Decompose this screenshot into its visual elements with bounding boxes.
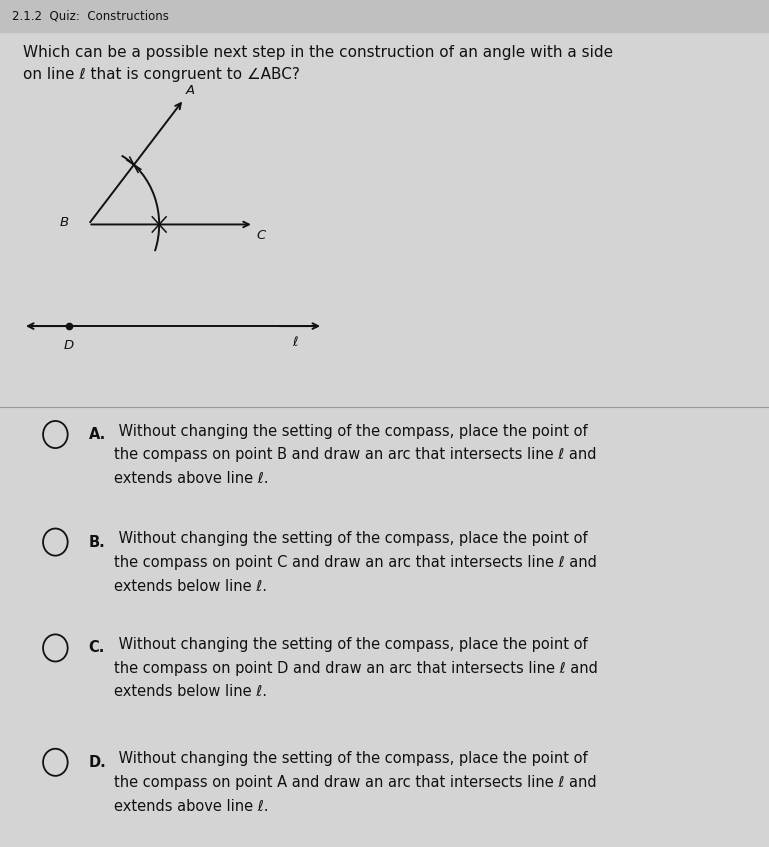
Text: the compass on point D and draw an arc that intersects line ℓ and: the compass on point D and draw an arc t… xyxy=(114,661,598,676)
Text: extends below line ℓ.: extends below line ℓ. xyxy=(114,684,267,700)
Text: on line ℓ that is congruent to ∠ABC?: on line ℓ that is congruent to ∠ABC? xyxy=(23,67,300,82)
Text: ℓ: ℓ xyxy=(292,336,298,349)
Text: Without changing the setting of the compass, place the point of: Without changing the setting of the comp… xyxy=(114,531,588,546)
Text: C: C xyxy=(256,229,265,241)
Text: Which can be a possible next step in the construction of an angle with a side: Which can be a possible next step in the… xyxy=(23,45,613,60)
Text: extends above line ℓ.: extends above line ℓ. xyxy=(114,799,268,814)
Text: the compass on point C and draw an arc that intersects line ℓ and: the compass on point C and draw an arc t… xyxy=(114,555,597,570)
Text: A: A xyxy=(186,84,195,97)
Bar xyxy=(0,0,769,32)
Text: B: B xyxy=(60,216,69,230)
Text: A.: A. xyxy=(88,427,105,442)
Text: extends below line ℓ.: extends below line ℓ. xyxy=(114,579,267,594)
Text: the compass on point B and draw an arc that intersects line ℓ and: the compass on point B and draw an arc t… xyxy=(114,447,596,462)
Text: 2.1.2  Quiz:  Constructions: 2.1.2 Quiz: Constructions xyxy=(12,9,168,23)
Text: Without changing the setting of the compass, place the point of: Without changing the setting of the comp… xyxy=(114,424,588,439)
Text: D.: D. xyxy=(88,755,106,770)
Text: Without changing the setting of the compass, place the point of: Without changing the setting of the comp… xyxy=(114,751,588,767)
Text: D: D xyxy=(64,339,75,352)
Text: the compass on point A and draw an arc that intersects line ℓ and: the compass on point A and draw an arc t… xyxy=(114,775,597,790)
Text: B.: B. xyxy=(88,534,105,550)
Text: C.: C. xyxy=(88,640,105,656)
Text: Without changing the setting of the compass, place the point of: Without changing the setting of the comp… xyxy=(114,637,588,652)
Text: extends above line ℓ.: extends above line ℓ. xyxy=(114,471,268,486)
